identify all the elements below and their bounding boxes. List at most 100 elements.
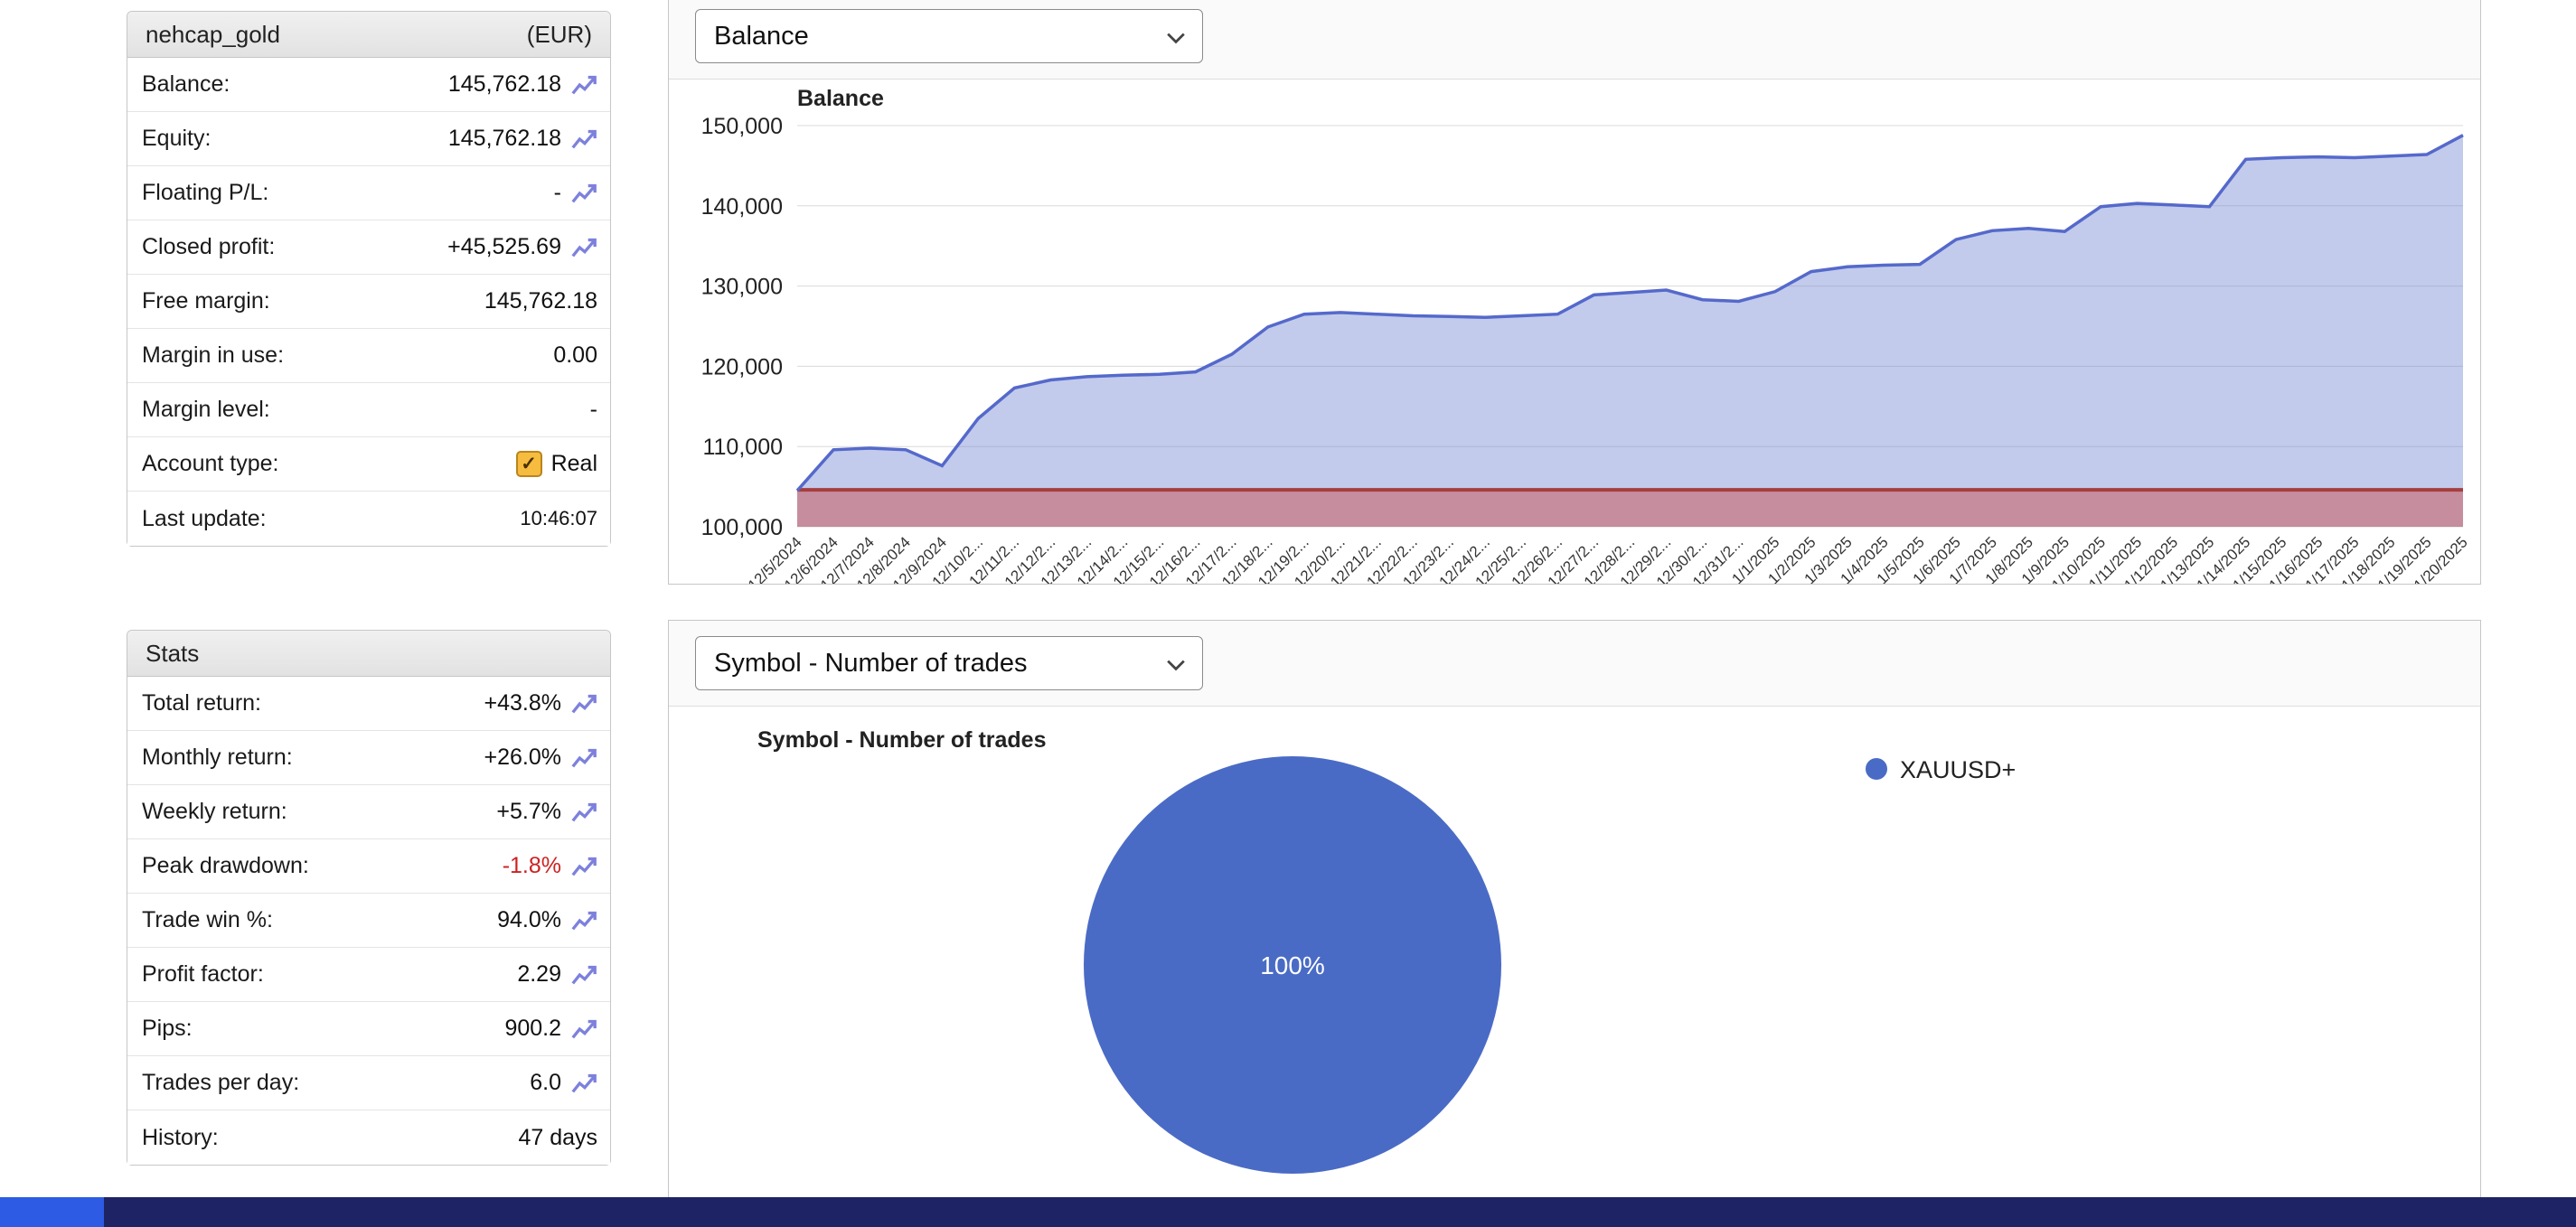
balance-panel-toolbar: Balance: [669, 0, 2480, 80]
row-label: History:: [142, 1124, 219, 1150]
stats-row-monthly-return: Monthly return: +26.0%: [127, 731, 610, 785]
footer-bar: [104, 1197, 2576, 1227]
symbol-chart-title: Symbol - Number of trades: [757, 727, 1047, 753]
row-value-text: 145,762.18: [447, 71, 561, 97]
row-value-text: 2.29: [517, 961, 561, 987]
row-label: Margin in use:: [142, 342, 285, 368]
symbol-pie-chart: 100% XAUUSD+: [1084, 756, 2016, 1174]
row-label: Balance:: [142, 71, 230, 97]
row-value: 6.0: [530, 1070, 597, 1097]
symbol-trades-panel: Symbol - Number of trades Symbol - Numbe…: [668, 620, 2481, 1203]
row-value: 47 days: [518, 1125, 597, 1151]
account-row-floating-p-l: Floating P/L: -: [127, 166, 610, 220]
balance-area-chart: 100,000 110,000 120,000 130,000 140,000 150,0…: [701, 115, 2471, 584]
row-label: Closed profit:: [142, 234, 276, 259]
dropdown-value: Symbol - Number of trades: [714, 648, 1028, 678]
row-label: Total return:: [142, 690, 262, 716]
stats-title: Stats: [146, 639, 200, 667]
y-axis-tick-label: 150,000: [701, 115, 783, 139]
account-info-panel: nehcap_gold (EUR) Balance: 145,762.18 Equi…: [127, 11, 611, 547]
y-axis-tick-label: 140,000: [701, 194, 783, 220]
account-row-account-type: Account type: ✓ Real: [127, 437, 610, 492]
row-label: Trades per day:: [142, 1070, 300, 1095]
stats-rows: Total return: +43.8% Monthly return: +26.0%…: [127, 677, 610, 1165]
row-value-text: 47 days: [518, 1124, 597, 1150]
account-row-closed-profit: Closed profit: +45,525.69: [127, 220, 610, 275]
row-value-text: -: [589, 397, 597, 422]
row-value: +5.7%: [496, 799, 597, 826]
symbol-chart-type-dropdown[interactable]: Symbol - Number of trades: [695, 636, 1203, 690]
legend-label[interactable]: XAUUSD+: [1900, 756, 2016, 783]
legend-dot: [1866, 758, 1887, 780]
account-row-margin-in-use: Margin in use: 0.00: [127, 329, 610, 383]
stats-row-weekly-return: Weekly return: +5.7%: [127, 785, 610, 839]
sparkline-chart-icon[interactable]: [570, 853, 597, 880]
row-value: +45,525.69: [447, 234, 597, 261]
stats-panel: Stats Total return: +43.8% Monthly return:…: [127, 630, 611, 1166]
account-panel-header: nehcap_gold (EUR): [127, 12, 610, 58]
row-label: Last update:: [142, 505, 267, 531]
stats-row-profit-factor: Profit factor: 2.29: [127, 948, 610, 1002]
real-account-checked-icon: ✓: [515, 451, 542, 477]
row-value-text: 94.0%: [497, 907, 561, 932]
stats-row-trade-win: Trade win %: 94.0%: [127, 894, 610, 948]
sparkline-chart-icon[interactable]: [570, 690, 597, 717]
balance-chart-type-dropdown[interactable]: Balance: [695, 9, 1203, 63]
row-value: 145,762.18: [484, 288, 597, 314]
sparkline-chart-icon[interactable]: [570, 907, 597, 934]
row-value-text: 900.2: [504, 1016, 561, 1041]
y-axis-tick-label: 120,000: [701, 354, 783, 379]
sparkline-chart-icon[interactable]: [570, 745, 597, 772]
drawdown-band: [797, 490, 2463, 527]
stats-row-history: History: 47 days: [127, 1110, 610, 1165]
stats-row-pips: Pips: 900.2: [127, 1002, 610, 1056]
sparkline-chart-icon[interactable]: [570, 71, 597, 98]
row-label: Pips:: [142, 1016, 193, 1041]
symbol-panel-toolbar: Symbol - Number of trades: [669, 621, 2480, 707]
dropdown-value: Balance: [714, 21, 809, 51]
row-label: Floating P/L:: [142, 180, 269, 205]
row-value-text: 10:46:07: [520, 507, 597, 529]
row-value: +26.0%: [484, 745, 598, 772]
stats-row-peak-drawdown: Peak drawdown: -1.8%: [127, 839, 610, 894]
sparkline-chart-icon[interactable]: [570, 234, 597, 261]
row-value: -: [590, 397, 597, 423]
sparkline-chart-icon[interactable]: [570, 961, 597, 988]
sparkline-chart-icon[interactable]: [570, 1016, 597, 1043]
pie-slice-xauusd[interactable]: [1084, 756, 1501, 1174]
account-row-equity: Equity: 145,762.18: [127, 112, 610, 166]
y-axis-tick-label: 100,000: [701, 515, 783, 540]
sparkline-chart-icon[interactable]: [570, 1070, 597, 1097]
row-value: 0.00: [553, 342, 597, 369]
account-row-margin-level: Margin level: -: [127, 383, 610, 437]
row-value-text: -1.8%: [502, 853, 561, 878]
row-label: Equity:: [142, 126, 212, 151]
stats-row-trades-per-day: Trades per day: 6.0: [127, 1056, 610, 1110]
row-label: Margin level:: [142, 397, 270, 422]
sparkline-chart-icon[interactable]: [570, 180, 597, 207]
row-value: 900.2: [504, 1016, 597, 1043]
row-value: 10:46:07: [520, 507, 597, 530]
row-value: 2.29: [517, 961, 597, 988]
footer-accent-block: [0, 1197, 104, 1227]
row-value-text: +5.7%: [496, 799, 561, 824]
row-value: 94.0%: [497, 907, 597, 934]
account-row-last-update: Last update: 10:46:07: [127, 492, 610, 546]
balance-area-fill: [797, 135, 2463, 527]
account-rows: Balance: 145,762.18 Equity: 145,762.18 Float…: [127, 58, 610, 546]
sparkline-chart-icon[interactable]: [570, 799, 597, 826]
row-value: -1.8%: [503, 853, 597, 880]
row-value-text: -: [553, 180, 561, 205]
balance-chart-panel: Balance Balance 100,000 110,000 120,000 130…: [668, 0, 2481, 585]
chevron-down-icon: [1166, 649, 1186, 679]
sparkline-chart-icon[interactable]: [570, 126, 597, 153]
row-value: +43.8%: [484, 690, 598, 717]
row-label: Peak drawdown:: [142, 853, 309, 878]
row-value: 145,762.18: [448, 71, 597, 98]
y-axis-tick-label: 110,000: [702, 435, 783, 460]
row-label: Weekly return:: [142, 799, 287, 824]
row-label: Monthly return:: [142, 745, 293, 770]
stats-panel-header: Stats: [127, 631, 610, 677]
row-value: 145,762.18: [448, 126, 597, 153]
